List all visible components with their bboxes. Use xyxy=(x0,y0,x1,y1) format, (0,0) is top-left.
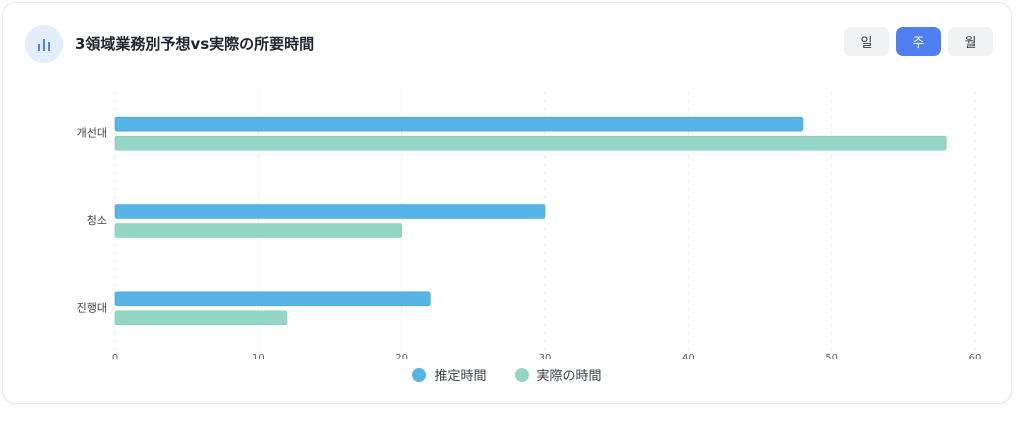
bar-actual-2 xyxy=(114,310,288,326)
legend-item-estimated[interactable]: 推定時間 xyxy=(412,365,487,384)
x-tick-label-4: 40 xyxy=(682,353,695,359)
tab-week[interactable]: 주 xyxy=(896,27,941,56)
chart-header: 3領域業務別予想vs実際の所要時間 일 주 월 xyxy=(3,3,1011,83)
x-tick-label-6: 60 xyxy=(969,353,982,359)
x-tick-label-3: 30 xyxy=(539,353,552,359)
bar-chart-icon xyxy=(25,25,63,63)
tab-day[interactable]: 일 xyxy=(844,27,889,56)
tab-month[interactable]: 월 xyxy=(948,27,993,56)
x-tick-label-1: 10 xyxy=(252,353,265,359)
legend-swatch-estimated xyxy=(412,367,427,382)
bar-actual-0 xyxy=(114,135,947,151)
bar-actual-1 xyxy=(114,223,402,238)
bar-estimated-2 xyxy=(114,291,431,307)
x-tick-label-0: 0 xyxy=(112,353,118,359)
y-category-label-0: 개선대 xyxy=(77,127,107,140)
period-tabs: 일 주 월 xyxy=(844,27,993,56)
legend-item-actual[interactable]: 実際の時間 xyxy=(514,365,602,384)
x-tick-label-2: 20 xyxy=(395,353,408,359)
legend-swatch-actual xyxy=(514,367,529,382)
chart-card: 3領域業務別予想vs実際の所要時間 일 주 월 0 10 20 30 40 50 60 개선대… xyxy=(2,2,1012,404)
bar-estimated-0 xyxy=(114,116,804,132)
chart-title: 3領域業務別予想vs実際の所要時間 xyxy=(75,35,315,53)
y-category-label-1: 청소 xyxy=(87,214,107,227)
x-tick-label-5: 50 xyxy=(825,353,838,359)
legend-label-actual: 実際の時間 xyxy=(536,369,602,384)
legend-label-estimated: 推定時間 xyxy=(434,369,487,384)
y-category-label-2: 진행대 xyxy=(77,301,107,314)
chart-legend: 推定時間 実際の時間 xyxy=(3,365,1011,384)
bar-estimated-1 xyxy=(114,204,546,219)
